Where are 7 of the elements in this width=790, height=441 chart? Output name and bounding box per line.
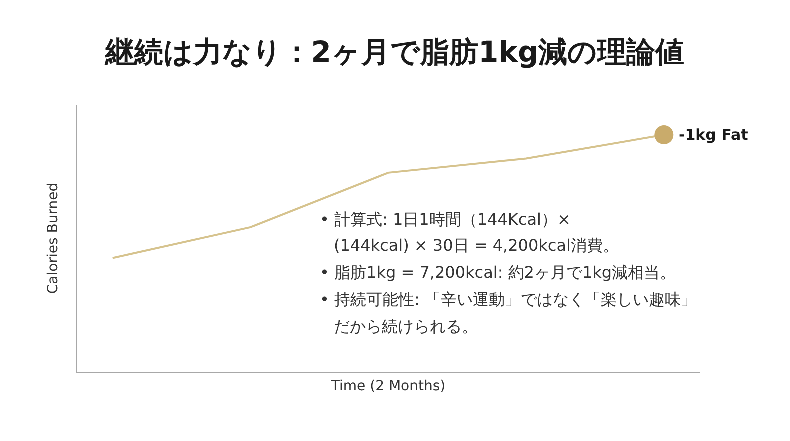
annotation: • 計算式: 1日1時間（144Kcal）× (144kcal) × 30日 = 4,200kcal消費。	[320, 210, 619, 255]
x-axis-title: Time (2 Months)	[330, 378, 446, 394]
annotation: • 持続可能性: 「辛い運動」ではなく「楽しい趣味」だから続けられる。	[320, 290, 697, 336]
chart-title: 継続は力なり：2ヶ月で脂肪1kg減の理論値	[104, 35, 685, 70]
y-axis-title: Calories Burned	[46, 182, 62, 294]
annotation: -1kg Fat	[679, 126, 748, 144]
annotation: • 脂肪1kg = 7,200kcal: 約2ヶ月で1kg減相当。	[320, 263, 676, 282]
